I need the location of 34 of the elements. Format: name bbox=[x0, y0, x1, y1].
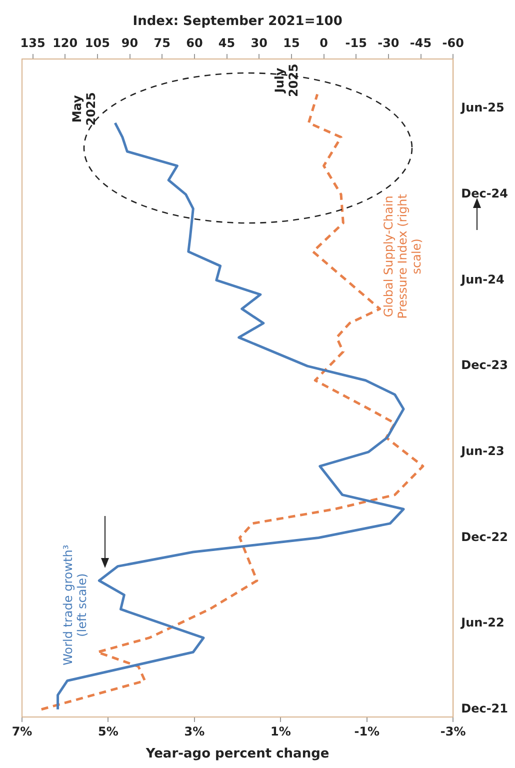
x2-tick-label: 90 bbox=[121, 36, 138, 50]
x-tick-label: 7% bbox=[12, 724, 32, 738]
x2-tick-label: 0 bbox=[320, 36, 328, 50]
y-tick-label: Jun-25 bbox=[460, 100, 504, 115]
x-tick-label: 5% bbox=[98, 724, 118, 738]
x2-tick-label: -45 bbox=[410, 36, 432, 50]
y-tick-label: Dec-22 bbox=[461, 530, 508, 544]
y-tick-label: Dec-24 bbox=[461, 186, 508, 201]
text: Global Supply-Chain Pressure Index (right scale) bbox=[382, 194, 424, 319]
text: World trade growth³ (left scale) bbox=[61, 544, 90, 666]
x-tick-label: 1% bbox=[270, 724, 291, 738]
x-tick-label: -3% bbox=[440, 724, 466, 738]
x2-tick-label: -60 bbox=[442, 36, 464, 50]
x2-axis-title: Index: September 2021=100 bbox=[132, 14, 342, 30]
y-tick-label: Jun-22 bbox=[460, 616, 504, 630]
annotation: July 2025 bbox=[272, 64, 300, 97]
x2-tick-label: 75 bbox=[154, 36, 170, 50]
x-tick-label: 3% bbox=[184, 724, 205, 738]
x2-tick-label: 105 bbox=[84, 36, 110, 50]
x2-tick-label: 30 bbox=[250, 36, 268, 50]
y-tick-label: Jun-23 bbox=[460, 444, 504, 458]
y-tick-label: Dec-23 bbox=[461, 358, 508, 372]
y-tick-label: Dec-21 bbox=[461, 701, 508, 716]
annotation: May 2025 bbox=[70, 92, 98, 126]
x2-tick-label: 120 bbox=[52, 36, 78, 50]
x2-tick-label: -15 bbox=[345, 36, 367, 50]
x-tick-label: -1% bbox=[354, 724, 380, 738]
x-axis-title: Year-ago percent change bbox=[144, 746, 330, 762]
x2-tick-label: -30 bbox=[378, 36, 400, 50]
x2-tick-label: 15 bbox=[283, 36, 300, 50]
x2-tick-label: 45 bbox=[218, 36, 236, 50]
x2-tick-label: 60 bbox=[186, 36, 203, 50]
y-tick-label: Jun-24 bbox=[460, 272, 504, 286]
x2-tick-label: 135 bbox=[20, 36, 46, 50]
